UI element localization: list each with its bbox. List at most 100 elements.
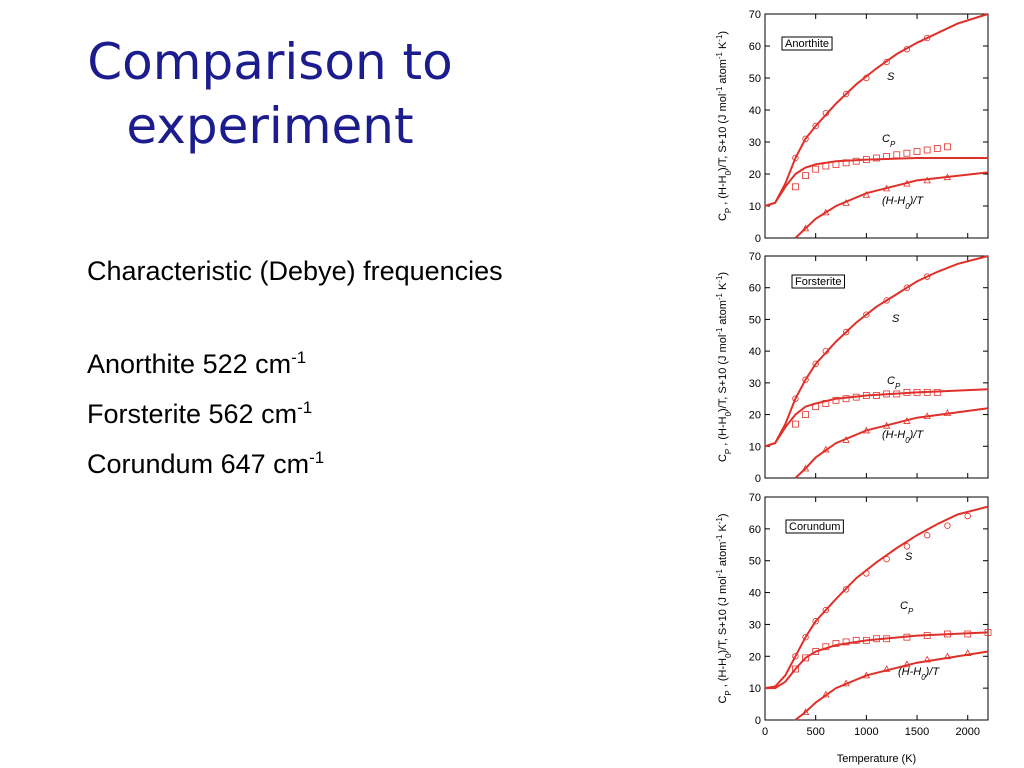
data-point (801, 224, 810, 232)
text-part: -1 (715, 327, 724, 335)
y-tick-label: 10 (749, 201, 761, 213)
text-part: -1 (715, 275, 724, 283)
data-point (943, 652, 952, 660)
data-point (863, 570, 870, 577)
data-point (923, 632, 931, 639)
data-point (883, 297, 890, 304)
data-point (852, 393, 860, 401)
y-axis-label: CP , (H-H0)/T, S+10 (J mol-1 atom-1 K-1) (715, 31, 733, 221)
item-text: Forsterite 562 cm (87, 399, 298, 429)
slide-body: Characteristic (Debye) frequencies Anort… (87, 250, 503, 486)
data-point (883, 635, 891, 643)
data-point (852, 157, 860, 165)
text-part: P (895, 382, 901, 391)
text-part: )/T (908, 195, 925, 207)
text-part: S (892, 313, 900, 325)
data-point (923, 176, 931, 184)
y-tick-label: 0 (755, 473, 761, 485)
data-point (883, 58, 890, 66)
curve-label: S (892, 313, 900, 325)
text-part: ) (717, 31, 729, 35)
data-point (802, 376, 809, 383)
y-tick-label: 60 (749, 524, 761, 536)
data-point (862, 671, 871, 679)
text-part: ) (717, 272, 729, 276)
data-point (812, 165, 820, 173)
data-point (903, 284, 911, 291)
heading: Characteristic (Debye) frequencies (87, 256, 503, 286)
text-part: 0 (905, 436, 910, 445)
text-part: -1 (715, 34, 724, 42)
data-point (832, 396, 840, 404)
data-point (903, 388, 911, 396)
data-point (812, 360, 819, 368)
data-point (923, 146, 931, 154)
text-part: C (882, 133, 890, 145)
data-point (862, 190, 871, 198)
data-point (883, 555, 890, 563)
text-part: P (724, 208, 733, 213)
data-point (903, 149, 911, 157)
data-point (832, 640, 840, 647)
data-point (933, 388, 941, 396)
text-part: C (717, 454, 729, 462)
y-axis-label: CP , (H-H0)/T, S+10 (J mol-1 atom-1 K-1) (715, 513, 733, 703)
chart-name: Corundum (789, 521, 840, 533)
y-tick-label: 10 (749, 683, 761, 695)
text-part: P (890, 140, 896, 149)
plot-frame (764, 13, 989, 239)
item-sup: -1 (297, 398, 313, 417)
text-part: , (H-H (717, 175, 729, 207)
data-point (913, 388, 921, 396)
data-point (964, 512, 971, 520)
item-text: Corundum 647 cm (87, 449, 310, 479)
data-point (801, 708, 810, 715)
text-part: )/T (908, 429, 925, 441)
data-point (913, 148, 921, 156)
text-part: 0 (921, 673, 926, 682)
text-part: (H-H (882, 195, 905, 207)
data-point (812, 122, 819, 130)
data-point (822, 690, 830, 698)
chart-name: Forsterite (795, 276, 841, 288)
y-tick-label: 60 (749, 283, 761, 295)
y-axis-label: CP , (H-H0)/T, S+10 (J mol-1 atom-1 K-1) (715, 272, 733, 462)
text-part: -1 (715, 51, 724, 59)
text-part: S (905, 551, 913, 563)
data-point (802, 411, 809, 418)
data-point (832, 160, 840, 168)
data-point (893, 390, 901, 398)
text-part: S (887, 71, 895, 83)
text-part: -1 (715, 534, 724, 542)
data-point (812, 403, 820, 411)
text-part: atom (717, 300, 729, 328)
x-tick-label: 1000 (854, 726, 878, 738)
data-point (802, 135, 809, 142)
curve-label: CP (882, 133, 896, 149)
curve-label: S (905, 551, 913, 563)
text-part: , (H-H (717, 416, 729, 448)
model-line (794, 407, 989, 479)
data-point (964, 649, 972, 656)
data-point (792, 395, 799, 402)
model-line (764, 157, 988, 207)
data-point (822, 347, 830, 355)
text-part: C (717, 696, 729, 704)
data-point (802, 654, 809, 662)
data-point (792, 653, 799, 660)
text-part: (H-H (882, 429, 905, 441)
x-tick-label: 500 (807, 726, 825, 738)
item-sup: -1 (291, 348, 307, 367)
title-line: Comparison to (87, 33, 453, 91)
y-tick-label: 40 (749, 588, 761, 600)
data-point (984, 628, 992, 636)
data-point (822, 208, 830, 216)
y-tick-label: 50 (749, 314, 761, 326)
chart-name-box (781, 36, 833, 51)
data-point (903, 633, 911, 641)
data-point (792, 183, 799, 191)
y-tick-label: 50 (749, 73, 761, 85)
x-tick-label: 2000 (955, 726, 979, 738)
data-point (882, 421, 891, 429)
data-point (943, 409, 952, 416)
